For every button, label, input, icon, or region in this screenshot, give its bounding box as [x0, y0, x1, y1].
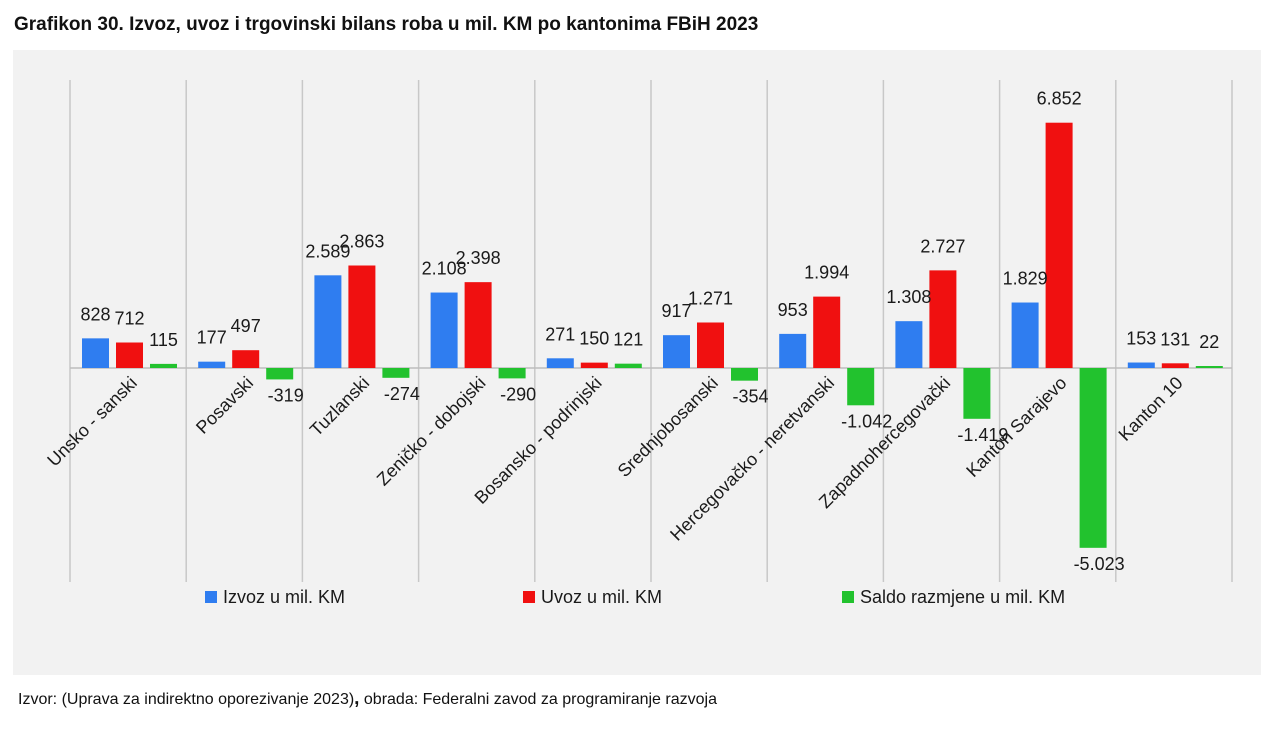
bar-izvoz-zapadnohercegovacki	[895, 321, 923, 368]
source-processing: obrada: Federalni zavod za programiranje…	[359, 691, 717, 708]
category-label-srednjobosanski: Srednjobosanski	[614, 373, 722, 481]
bar-uvoz-kanton-10	[1161, 363, 1189, 368]
legend-item-izvoz: Izvoz u mil. KM	[205, 587, 345, 607]
data-label-saldo-zenicko-dobojski: -290	[500, 384, 536, 404]
bar-saldo-posavski	[266, 368, 294, 380]
bar-saldo-bosansko-podrinjski	[614, 363, 642, 368]
legend-label-uvoz: Uvoz u mil. KM	[541, 587, 662, 607]
data-label-saldo-unsko-sanski: 115	[149, 330, 178, 350]
bar-izvoz-srednjobosanski	[663, 335, 690, 368]
source-separator: ,	[354, 688, 360, 709]
bar-saldo-hercegovacko-neretvanski	[847, 368, 875, 406]
bar-uvoz-zenicko-dobojski	[464, 282, 492, 368]
category-labels: Unsko - sanski Posavski Tuzlanski Zeničko -…	[43, 373, 1186, 545]
legend-swatch-izvoz	[205, 591, 217, 603]
data-label-saldo-hercegovacko-neretvanski: -1.042	[841, 411, 892, 431]
data-label-uvoz-unsko-sanski: 712	[114, 309, 144, 329]
data-label-saldo-tuzlanski: -274	[384, 384, 420, 404]
data-label-uvoz-zapadnohercegovacki: 2.727	[920, 236, 965, 256]
data-label-uvoz-bosansko-podrinjski: 150	[579, 329, 609, 349]
category-label-bosansko-podrinjski: Bosansko - podrinjski	[471, 373, 606, 508]
bar-saldo-unsko-sanski	[150, 363, 177, 368]
legend: Izvoz u mil. KM Uvoz u mil. KM Saldo razmj…	[205, 587, 1065, 607]
bar-uvoz-zapadnohercegovacki	[929, 270, 957, 368]
bars	[82, 122, 1223, 548]
bar-saldo-srednjobosanski	[731, 368, 758, 381]
data-label-saldo-kanton-sarajevo: -5.023	[1074, 554, 1125, 574]
data-label-uvoz-srednjobosanski: 1.271	[688, 288, 733, 308]
bar-izvoz-bosansko-podrinjski	[546, 358, 574, 368]
bar-izvoz-kanton-sarajevo	[1011, 302, 1039, 368]
data-label-izvoz-bosansko-podrinjski: 271	[545, 324, 575, 344]
data-label-izvoz-unsko-sanski: 828	[80, 304, 110, 324]
data-label-izvoz-kanton-sarajevo: 1.829	[1003, 269, 1048, 289]
bar-uvoz-bosansko-podrinjski	[580, 362, 608, 368]
data-label-izvoz-hercegovacko-neretvanski: 953	[778, 300, 808, 320]
data-label-saldo-kanton-10: 22	[1199, 332, 1219, 352]
data-label-saldo-srednjobosanski: -354	[732, 387, 768, 407]
data-label-izvoz-tuzlanski: 2.589	[305, 241, 350, 261]
bar-izvoz-zenicko-dobojski	[430, 292, 458, 368]
chart-title: Grafikon 30. Izvoz, uvoz i trgovinski bi…	[14, 14, 759, 35]
data-label-izvoz-srednjobosanski: 917	[661, 301, 691, 321]
data-label-izvoz-posavski: 177	[197, 328, 227, 348]
bar-izvoz-hercegovacko-neretvanski	[779, 333, 807, 368]
legend-swatch-uvoz	[523, 591, 535, 603]
bar-izvoz-unsko-sanski	[82, 338, 109, 368]
data-label-uvoz-kanton-10: 131	[1160, 329, 1190, 349]
legend-label-saldo: Saldo razmjene u mil. KM	[860, 587, 1065, 607]
legend-item-saldo: Saldo razmjene u mil. KM	[842, 587, 1065, 607]
category-label-zapadnohercegovacki: Zapadnohercegovački	[815, 373, 954, 512]
data-label-uvoz-kanton-sarajevo: 6.852	[1037, 89, 1082, 109]
bar-uvoz-unsko-sanski	[116, 342, 143, 368]
legend-label-izvoz: Izvoz u mil. KM	[223, 587, 345, 607]
bar-saldo-kanton-sarajevo	[1079, 368, 1107, 548]
data-label-saldo-zapadnohercegovacki: -1.419	[957, 425, 1008, 445]
source-text: Izvor: (Uprava za indirektno oporezivanj…	[18, 691, 355, 708]
data-label-izvoz-zenicko-dobojski: 2.108	[422, 259, 467, 279]
category-label-unsko-sanski: Unsko - sanski	[43, 373, 141, 471]
data-label-uvoz-zenicko-dobojski: 2.398	[456, 248, 501, 268]
bar-saldo-zenicko-dobojski	[498, 368, 526, 379]
bar-saldo-kanton-10	[1195, 366, 1223, 368]
data-label-izvoz-zapadnohercegovacki: 1.308	[886, 287, 931, 307]
bar-saldo-tuzlanski	[382, 368, 410, 378]
category-label-posavski: Posavski	[192, 373, 257, 438]
legend-item-uvoz: Uvoz u mil. KM	[523, 587, 662, 607]
data-labels: 828 177 2.589 2.108 271 917 953 1.308 1.829 153 71…	[80, 89, 1219, 574]
data-label-uvoz-tuzlanski: 2.863	[339, 232, 384, 252]
data-label-saldo-bosansko-podrinjski: 121	[613, 330, 643, 350]
bar-uvoz-posavski	[232, 350, 260, 368]
data-label-izvoz-kanton-10: 153	[1126, 329, 1156, 349]
category-label-tuzlanski: Tuzlanski	[306, 373, 373, 440]
category-label-kanton-10: Kanton 10	[1115, 373, 1187, 445]
bar-uvoz-srednjobosanski	[697, 322, 724, 368]
data-label-uvoz-posavski: 497	[231, 316, 261, 336]
bar-uvoz-kanton-sarajevo	[1045, 122, 1073, 369]
legend-swatch-saldo	[842, 591, 854, 603]
source-note: Izvor: (Uprava za indirektno oporezivanj…	[18, 688, 717, 710]
data-label-uvoz-hercegovacko-neretvanski: 1.994	[804, 263, 849, 283]
bar-izvoz-posavski	[198, 361, 226, 368]
bar-izvoz-kanton-10	[1127, 362, 1155, 368]
bar-uvoz-hercegovacko-neretvanski	[813, 296, 841, 368]
data-label-saldo-posavski: -319	[268, 385, 304, 405]
bar-uvoz-tuzlanski	[348, 265, 376, 368]
bar-saldo-zapadnohercegovacki	[963, 368, 991, 419]
bar-izvoz-tuzlanski	[314, 275, 342, 368]
